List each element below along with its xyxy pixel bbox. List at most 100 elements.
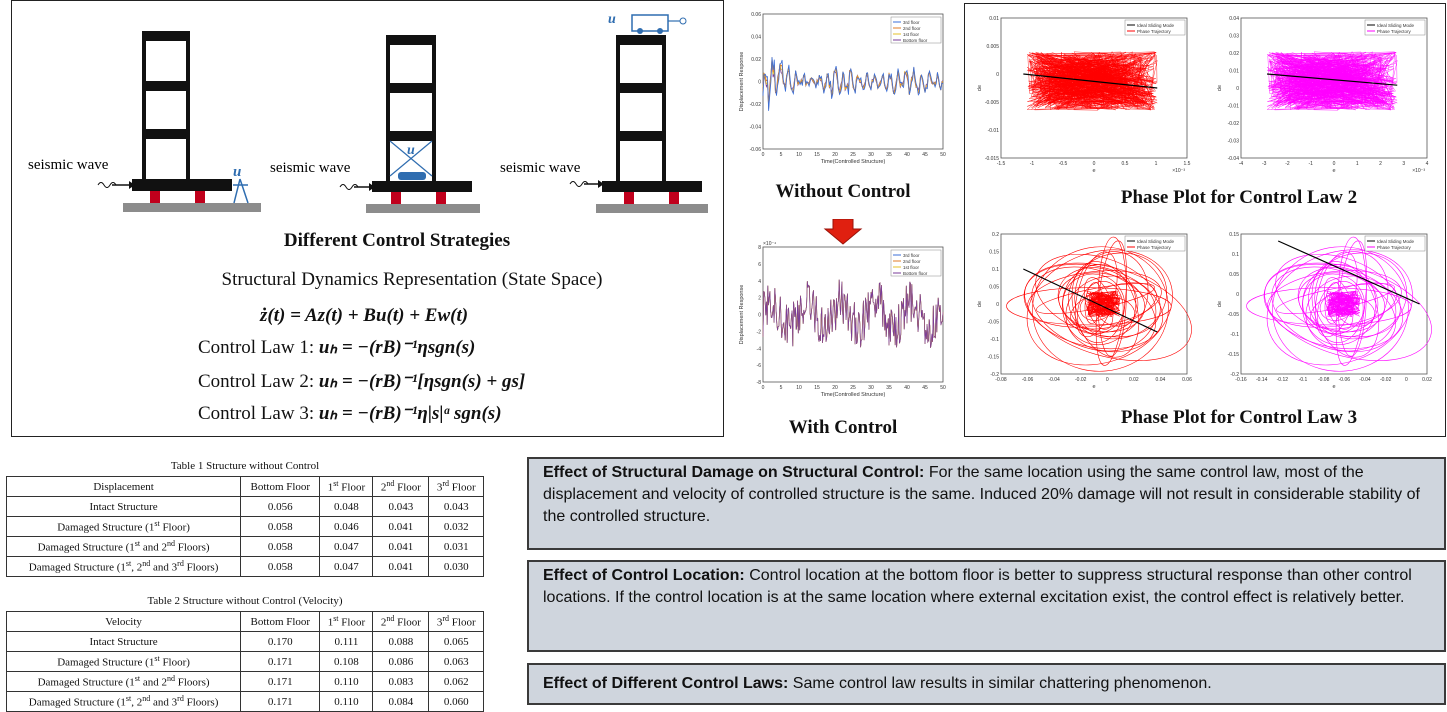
- phase-law3-a-xtick: -0.06: [1022, 377, 1034, 383]
- table1-cell: Damaged Structure (1st Floor): [5, 516, 242, 537]
- phase-law3-a-xtick: 0.06: [1182, 377, 1192, 383]
- without-control-xtick: 45: [922, 152, 928, 158]
- note-structural-damage: Effect of Structural Damage on Structura…: [527, 457, 1446, 550]
- table1-row: Damaged Structure (1st and 2nd Floors) 0.…: [5, 536, 484, 557]
- phase-law2-a-xtick: 0.5: [1122, 161, 1129, 167]
- table2-row: Damaged Structure (1st, 2nd and 3rd Floo…: [5, 691, 484, 712]
- table2-header-cell: Velocity: [5, 611, 242, 632]
- without-control-legend-entry: 1st floor: [903, 32, 920, 37]
- table2-header-row: Velocity Bottom Floor 1st Floor 2nd Floor 3r…: [5, 611, 484, 632]
- phase-law3-a-trajectory: [1006, 236, 1192, 372]
- table2-cell: 0.108: [319, 651, 374, 672]
- phase-law2-b-ytick: 0.01: [1229, 69, 1239, 75]
- table2-cell: Damaged Structure (1st, 2nd and 3rd Floo…: [5, 691, 242, 712]
- phase-law3-a-ytick: 0.1: [992, 267, 999, 273]
- phase-law2-a-xtick: -1.5: [997, 161, 1006, 167]
- without-control-xtick: 25: [850, 152, 856, 158]
- phase-law3-b-xtick: -0.02: [1380, 377, 1392, 383]
- velocity-table: Velocity Bottom Floor 1st Floor 2nd Floor 3r…: [5, 611, 484, 712]
- phase-law3-b-xtick: -0.1: [1299, 377, 1308, 383]
- table2-cell: 0.083: [372, 671, 430, 692]
- table1-cell: 0.031: [428, 536, 484, 557]
- note-structural-damage-body: For the same location using the same con…: [543, 464, 1420, 525]
- phase-law2-b-ytick: 0.02: [1229, 51, 1239, 57]
- without-control-xtick: 10: [796, 152, 802, 158]
- with-control-xtick: 15: [814, 385, 820, 391]
- without-control-plot: 0.060.040.020-0.02-0.04-0.060 5 10 15 20 25 30…: [739, 12, 946, 165]
- phase-law3-b-xtick: -0.04: [1359, 377, 1371, 383]
- phase-law3-b-xtick: 0.02: [1422, 377, 1432, 383]
- table1-cell: 0.041: [372, 536, 430, 557]
- note-control-location-body: Control location at the bottom floor is …: [543, 567, 1412, 606]
- phase-law3-b-trajectory: [1246, 236, 1432, 372]
- phase-law3-a-legend-entry: Phase Trajectory: [1137, 245, 1172, 250]
- phase-law2-b-xtick: 0: [1333, 161, 1336, 167]
- control-law-2-equation: uₕ = −(rB)⁻¹[ηsgn(s) + gs]: [318, 371, 526, 392]
- with-control-xtick: 45: [922, 385, 928, 391]
- table2-row: Damaged Structure (1st Floor) 0.171 0.108 0…: [5, 651, 484, 672]
- phase-law2-a-ytick: 0.01: [989, 16, 999, 22]
- u-label-1: u: [233, 164, 241, 180]
- phase-law2-b-ytick: -0.04: [1228, 156, 1240, 162]
- with-control-ytick: 2: [758, 296, 761, 302]
- table2-cell: 0.171: [240, 671, 321, 692]
- phase-law2-b-exp: ×10⁻³: [1412, 168, 1425, 174]
- phase-plot-law2-a: 0.01 0.005 0 -0.005 -0.01 -0.015-1.5 -1 -0.5 0 0.…: [977, 16, 1191, 174]
- with-control-label: With Control: [788, 417, 898, 438]
- table2-cell: 0.065: [428, 631, 484, 652]
- phase-law3-a-ytick: -0.1: [990, 337, 999, 343]
- table1-cell: 0.048: [319, 496, 374, 517]
- with-control-legend-entry: Bottom floor: [903, 271, 928, 276]
- phase-law2-b-xtick: 2: [1379, 161, 1382, 167]
- with-control-ytick: -2: [757, 329, 762, 335]
- phase-law3-b-ytick: -0.1: [1230, 332, 1239, 338]
- without-control-ytick: 0: [758, 80, 761, 86]
- phase-law2-b-ytick: -0.02: [1228, 121, 1240, 127]
- without-control-xtick: 50: [940, 152, 946, 158]
- table1-cell: 0.032: [428, 516, 484, 537]
- phase-law2-b-ytick: 0.03: [1229, 34, 1239, 40]
- table1-header-row: Displacement Bottom Floor 1st Floor 2nd Flo…: [5, 476, 484, 497]
- table1-cell: 0.041: [372, 556, 430, 577]
- phase-law3-a-ytick: -0.2: [990, 372, 999, 378]
- phase-law2-b-xlabel: e: [1332, 168, 1335, 174]
- table1-row: Intact Structure 0.056 0.048 0.043 0.043: [5, 496, 484, 517]
- with-control-series-3: [762, 279, 944, 348]
- control-strategies-panel: u seismic wave u seismic wave: [11, 0, 724, 437]
- phase-law3-b-ytick: 0.05: [1229, 272, 1239, 278]
- without-control-ytick: -0.02: [750, 102, 762, 108]
- phase-law2-a-ytick: -0.005: [985, 100, 999, 106]
- with-control-ytick: -6: [757, 363, 762, 369]
- note-control-laws-heading: Effect of Different Control Laws:: [543, 675, 789, 692]
- with-control-legend-entry: 3rd floor: [903, 253, 920, 258]
- phase-law2-b-ylabel: de: [1217, 85, 1223, 91]
- phase-law2-b-ytick: 0: [1236, 86, 1239, 92]
- with-control-xtick: 0: [762, 385, 765, 391]
- displacement-table: Displacement Bottom Floor 1st Floor 2nd Flo…: [5, 476, 484, 577]
- without-control-ytick: 0.04: [751, 35, 761, 41]
- phase-law2-a-exp: ×10⁻³: [1172, 168, 1185, 174]
- phase-law3-b-ytick: 0: [1236, 292, 1239, 298]
- without-control-series-0: [762, 57, 944, 111]
- phase-law2-a-ytick: 0: [996, 72, 999, 78]
- table2-cell: Intact Structure: [5, 631, 242, 652]
- building-bottom-control: u seismic wave: [28, 31, 261, 212]
- response-panel: 0.06 0.04 0.02 0 -0.02 -0.04 -0.06 0 5 10 15 20 25 30…: [733, 0, 953, 440]
- phase-plot-law3-b: 0.15 0.1 0.05 0 -0.05 -0.1 -0.15 -0.2-0.16 -0.14…: [1217, 232, 1432, 390]
- table2-header-cell: 2nd Floor: [372, 611, 430, 632]
- table2-cell: 0.170: [240, 631, 321, 652]
- phase-law3-b-ytick: -0.2: [1230, 372, 1239, 378]
- table2-cell: 0.088: [372, 631, 430, 652]
- phase-plot-law3-title: Phase Plot for Control Law 3: [1120, 407, 1358, 428]
- structure-diagrams: u seismic wave u seismic wave: [28, 12, 708, 213]
- table1-cell: 0.041: [372, 516, 430, 537]
- phase-law3-b-xtick: -0.08: [1318, 377, 1330, 383]
- with-control-legend-entry: 2nd floor: [903, 259, 921, 264]
- phase-law3-b-xtick: 0: [1405, 377, 1408, 383]
- phase-law3-b-ylabel: de: [1217, 301, 1223, 307]
